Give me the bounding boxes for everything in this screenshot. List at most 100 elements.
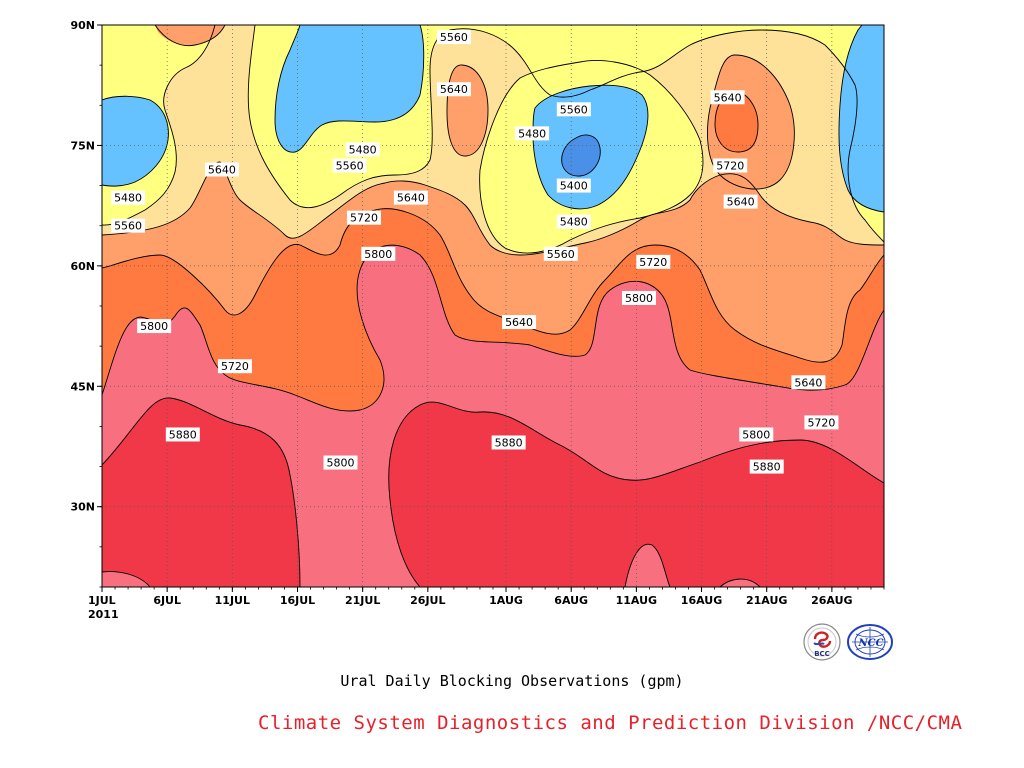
contour-label-bg — [556, 214, 591, 229]
contour-label-text: 5560 — [560, 103, 588, 116]
contour-label: 5800 — [739, 427, 774, 442]
contour-label: 5720 — [346, 210, 381, 225]
contour-label-text: 5480 — [518, 127, 546, 140]
contour-label: 5560 — [543, 246, 578, 261]
credit-line: Climate System Diagnostics and Predictio… — [258, 712, 963, 734]
contour-label-text: 5880 — [753, 461, 781, 474]
contour-label-bg — [713, 158, 748, 173]
contour-label-bg — [332, 158, 367, 173]
ncc-logo-text: NCC — [857, 638, 883, 649]
contour-label-text: 5640 — [397, 192, 425, 205]
fill-5640-5720-topleft — [155, 25, 225, 46]
contour-label-text: 5480 — [349, 143, 377, 156]
contour-label-text: 5480 — [560, 216, 588, 229]
contour-label-bg — [749, 459, 784, 474]
contour-label: 5480 — [556, 214, 591, 229]
contour-label-text: 5640 — [440, 83, 468, 96]
contour-line-5560-c — [479, 60, 704, 254]
x-tick-label: 16JUL — [280, 594, 315, 607]
contour-label-text: 5720 — [807, 416, 835, 429]
contour-line-5400 — [561, 134, 601, 177]
contour-label-bg — [361, 246, 396, 261]
contour-labels: 5560 5560 5640 5480 5640 5480 5560 5640 5720 5400… — [111, 30, 839, 474]
contour-label-text: 5720 — [716, 160, 744, 173]
y-tick-label: 30N — [70, 501, 95, 514]
contour-label-text: 5560 — [336, 160, 364, 173]
contour-label: 5640 — [710, 90, 745, 105]
contour-label-bg — [791, 375, 826, 390]
contour-label: 5560 — [556, 102, 591, 117]
contour-label-text: 5640 — [794, 376, 822, 389]
x-tick-label: 21JUL — [345, 594, 380, 607]
contour-label-text: 5560 — [114, 220, 142, 233]
fill-5720-5800-aug — [715, 92, 758, 152]
contour-label: 5640 — [723, 194, 758, 209]
contour-label: 5480 — [515, 126, 550, 141]
contour-label: 5720 — [636, 254, 671, 269]
fill-5400-5480-upper — [275, 25, 424, 153]
contour-label: 5640 — [502, 315, 537, 330]
x-tick-label: 21AUG — [746, 594, 787, 607]
axis-ticks: 1JUL 6JUL 11JUL 16JUL 21JUL 26JUL 1AUG 6AUG 11AU… — [70, 19, 885, 621]
x-tick-label: 1AUG — [489, 594, 523, 607]
x-tick-label: 1JUL — [88, 594, 116, 607]
contour-label: 5640 — [204, 162, 239, 177]
contour-label-bg — [543, 246, 578, 261]
fill-5560-5640-topleft — [169, 25, 232, 105]
x-tick-label: 16AUG — [681, 594, 722, 607]
contour-label-text: 5560 — [440, 31, 468, 44]
contour-label: 5800 — [361, 246, 396, 261]
contour-label-bg — [502, 315, 537, 330]
contour-label-bg — [636, 254, 671, 269]
contour-label-text: 5800 — [140, 320, 168, 333]
fill-5400-5480-right — [838, 25, 884, 212]
contour-label-bg — [111, 218, 146, 233]
contour-label: 5800 — [137, 319, 172, 334]
contour-label-text: 5720 — [350, 212, 378, 225]
contour-label-bg — [723, 194, 758, 209]
contour-label-bg — [491, 435, 526, 450]
contour-label-bg — [436, 30, 471, 45]
contour-label-bg — [804, 415, 839, 430]
y-tick-label: 60N — [70, 260, 95, 273]
contour-label-bg — [345, 142, 380, 157]
contour-label: 5880 — [491, 435, 526, 450]
contour-lines — [102, 25, 884, 587]
contour-label-text: 5560 — [547, 248, 575, 261]
contour-line-misc — [102, 25, 795, 587]
contour-label-text: 5800 — [364, 248, 392, 261]
contour-label: 5880 — [165, 427, 200, 442]
contour-label-text: 5800 — [327, 457, 355, 470]
contour-label-bg — [515, 126, 550, 141]
x-tick-label: 11JUL — [215, 594, 250, 607]
fill-5400-5480-left — [102, 96, 169, 187]
chart-title: Ural Daily Blocking Observations (gpm) — [340, 672, 684, 690]
contour-label: 5480 — [111, 190, 146, 205]
x-tick-label: 26AUG — [811, 594, 852, 607]
contour-label: 5400 — [556, 178, 591, 193]
y-tick-label: 45N — [70, 380, 95, 393]
contour-line-5560-a — [102, 25, 216, 226]
x-tick-label: 11AUG — [616, 594, 657, 607]
contour-label-bg — [217, 359, 252, 374]
x-tick-label: 6JUL — [153, 594, 181, 607]
contour-label-bg — [556, 102, 591, 117]
bcc-logo-text: BCC — [814, 650, 830, 658]
contour-label-text: 5720 — [639, 256, 667, 269]
contour-label-text: 5880 — [169, 428, 197, 441]
contour-label: 5640 — [436, 82, 471, 97]
contour-label-text: 5800 — [625, 292, 653, 305]
contour-label-bg — [556, 178, 591, 193]
contour-label-bg — [204, 162, 239, 177]
contour-label: 5560 — [332, 158, 367, 173]
contour-label-text: 5640 — [714, 91, 742, 104]
contour-label-bg — [346, 210, 381, 225]
contour-label-text: 5400 — [560, 180, 588, 193]
contour-label-bg — [710, 90, 745, 105]
ncc-logo: NCC — [847, 624, 893, 660]
contour-label-bg — [393, 190, 428, 205]
y-tick-label: 90N — [70, 19, 95, 32]
contour-label: 5480 — [345, 142, 380, 157]
contour-label-text: 5720 — [221, 360, 249, 373]
contour-label-text: 5640 — [727, 196, 755, 209]
